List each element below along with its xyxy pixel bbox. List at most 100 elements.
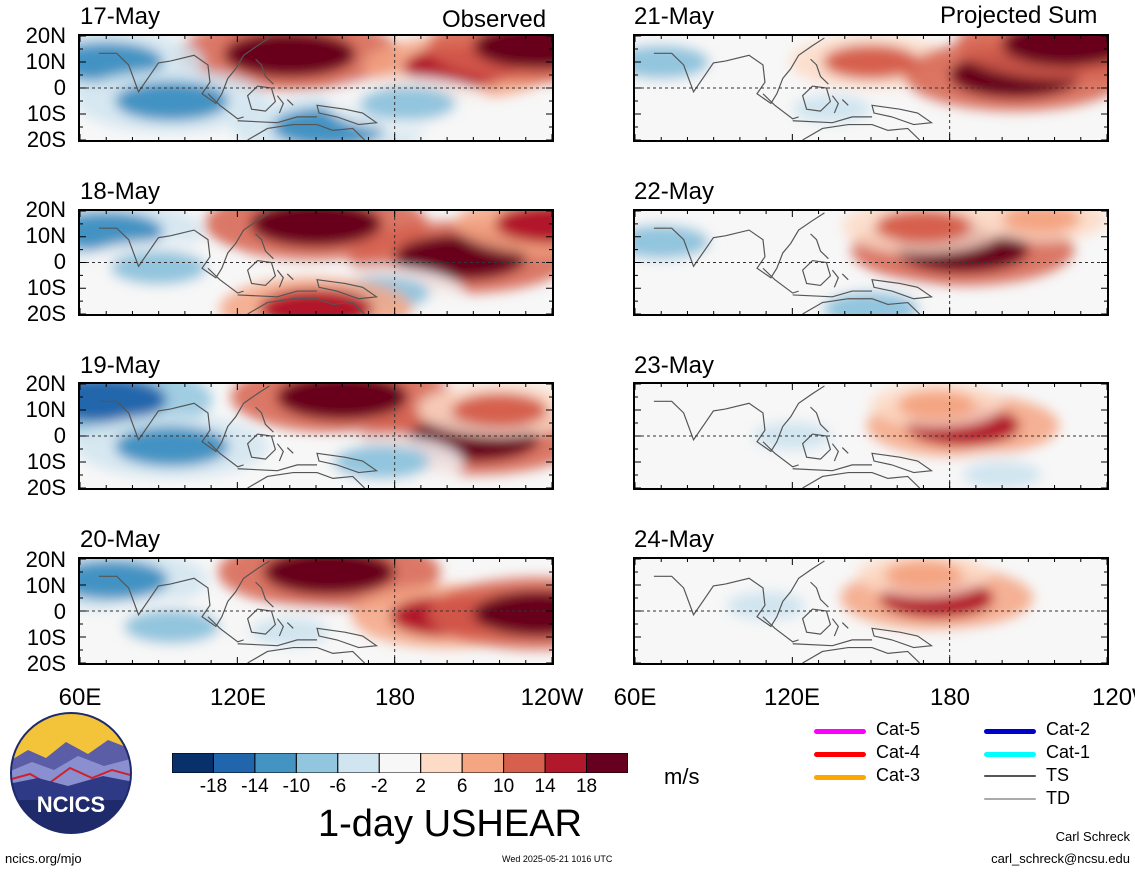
legend-swatch (814, 752, 866, 757)
shear-field-core (635, 224, 710, 259)
coastline (831, 269, 849, 288)
shear-field-core (635, 45, 710, 79)
footer-timestamp: Wed 2025-05-21 1016 UTC (502, 854, 613, 864)
coastline (792, 116, 873, 124)
lat-tick-label: 0 (53, 75, 66, 100)
coastline (170, 385, 270, 453)
heatmap-svg (80, 384, 552, 488)
coastline (237, 464, 318, 472)
coastline (247, 124, 366, 140)
coastline (801, 608, 832, 635)
coastline (831, 443, 849, 462)
coastline (871, 278, 934, 300)
coastline (653, 227, 726, 268)
shear-field-core (250, 617, 329, 646)
coastline (762, 93, 799, 120)
coastline (810, 233, 829, 260)
colorbar-swatch (171, 752, 214, 774)
coastline (247, 472, 366, 488)
map-panel (78, 557, 554, 665)
shear-field-core (333, 445, 430, 479)
heatmap-svg (635, 384, 1107, 488)
coastline (725, 560, 825, 628)
storm-legend: Cat-5 Cat-4 Cat-3 Cat-2 Cat-1 TS TD (814, 720, 1114, 820)
coastline (276, 95, 294, 114)
shear-field-core (451, 393, 548, 427)
shear-field-core (250, 211, 382, 247)
legend-label: Cat-4 (876, 742, 921, 762)
footer-url[interactable]: ncics.org/mjo (5, 851, 82, 866)
lat-tick-label: 20N (25, 371, 66, 396)
shear-field-core (792, 94, 871, 123)
coastline (237, 290, 318, 298)
colorbar-tick-label: -6 (329, 776, 347, 797)
lon-tick-label: 180 (374, 684, 416, 711)
lat-tick-label: 20S (26, 127, 66, 152)
panel-date-label: 23-May (634, 352, 715, 379)
panel-date-label: 24-May (634, 526, 715, 553)
lat-tick-label: 10S (26, 625, 66, 650)
lat-tick-label: 20S (26, 651, 66, 676)
colorbar-tick-label: 2 (415, 776, 427, 797)
coastline (316, 627, 379, 649)
heatmap-svg (635, 559, 1107, 663)
coastline (871, 627, 934, 649)
coastline (802, 124, 921, 140)
shear-field-core (1002, 211, 1081, 233)
lat-tick-label: 20S (26, 301, 66, 326)
coastline (207, 616, 244, 643)
coastline (246, 85, 277, 112)
coastline (255, 406, 274, 433)
coastline (801, 259, 832, 286)
colorbar-swatch (544, 752, 588, 774)
colorbar-swatch (503, 752, 546, 774)
shear-field-core (473, 591, 552, 637)
coastline (237, 639, 318, 647)
colorbar-swatch (461, 752, 505, 774)
coastline (207, 441, 244, 468)
lon-tick-label: 120W (1092, 684, 1135, 711)
coastline (831, 95, 849, 114)
map-panel (633, 209, 1109, 316)
coastline (98, 400, 171, 442)
panel-date-label: 17-May (80, 3, 161, 30)
coastline (802, 472, 921, 488)
colorbar-tick-label: -18 (199, 776, 228, 797)
legend-label: Cat-1 (1046, 742, 1091, 762)
lat-tick-label: 0 (53, 249, 66, 274)
coastline (653, 575, 726, 617)
lon-tick-label: 180 (929, 684, 971, 711)
colorbar (171, 752, 629, 778)
coastline (237, 116, 318, 124)
shear-field-core (823, 291, 919, 314)
lon-tick-label: 120E (763, 684, 821, 711)
panel-date-label: 21-May (634, 3, 715, 30)
panel-date-label: 22-May (634, 178, 715, 205)
coastline (246, 608, 277, 635)
shear-field-core (123, 609, 220, 644)
map-panel (78, 382, 554, 490)
coastline (653, 52, 726, 94)
projected-column-label: Projected Sum (940, 2, 1098, 29)
coastline (725, 385, 825, 453)
coastline (276, 269, 294, 288)
lon-tick-label: 60E (613, 684, 657, 711)
coastline (316, 452, 379, 474)
lat-tick-label: 10N (25, 573, 66, 598)
map-panel (633, 34, 1109, 142)
legend-label: TD (1046, 788, 1070, 808)
logo-text: NCICS (37, 792, 105, 817)
shear-field-core (80, 384, 167, 423)
coastline (170, 212, 270, 279)
coastline (792, 464, 873, 472)
coastline (207, 93, 244, 120)
footer-email[interactable]: carl_schreck@ncsu.edu (991, 851, 1130, 866)
coastline (801, 85, 832, 112)
colorbar-tick-label: 18 (575, 776, 598, 797)
legend-label: Cat-5 (876, 719, 921, 739)
colorbar-tick-label: 10 (493, 776, 515, 797)
shear-field-core (945, 638, 1007, 662)
legend-swatch (814, 775, 866, 780)
lat-tick-label: 20S (26, 475, 66, 500)
lat-tick-label: 0 (53, 599, 66, 624)
